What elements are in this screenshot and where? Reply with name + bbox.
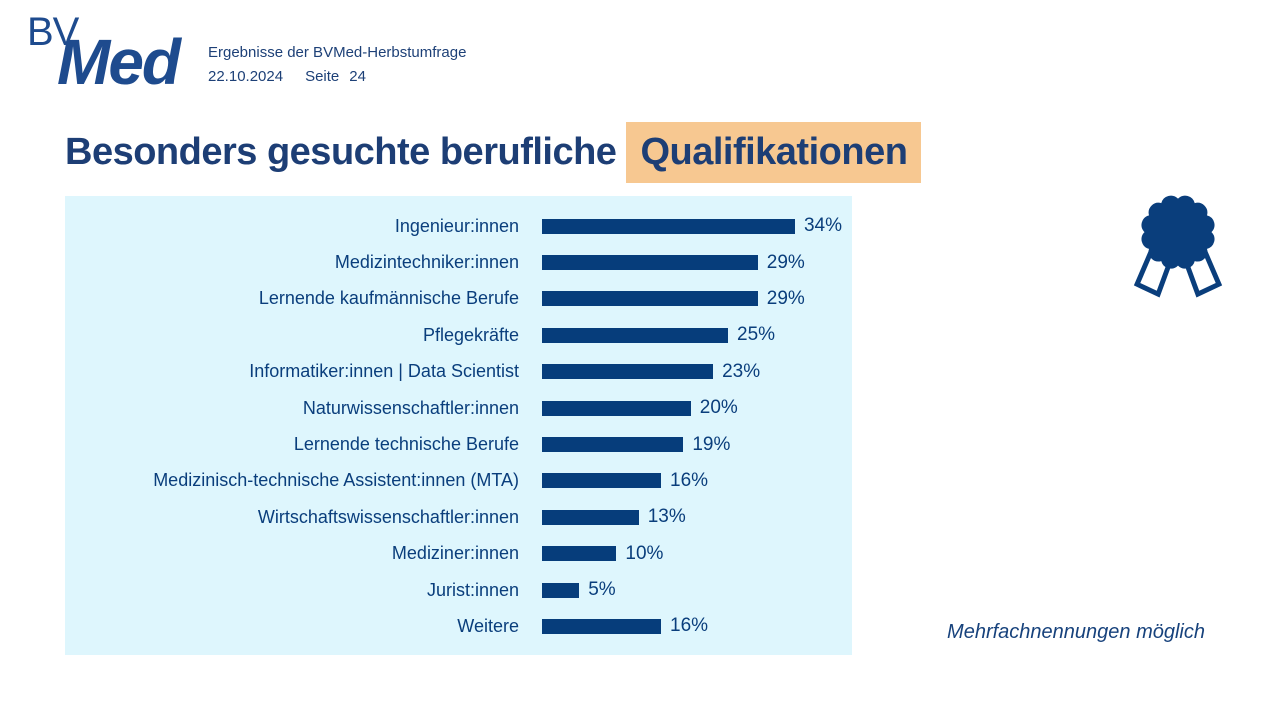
chart-row: Medizinisch-technische Assistent:innen (… (65, 463, 852, 499)
chart-rows: Ingenieur:innen 34% Medizintechniker:innen… (65, 208, 852, 645)
page-label: Seite (305, 68, 340, 85)
category-label: Lernende technische Berufe (293, 434, 519, 455)
category-label: Naturwissenschaftler:innen (302, 397, 519, 418)
bar (542, 364, 714, 380)
bar (542, 291, 758, 307)
chart-row: Wirtschaftswissenschaftler:innen 13% (65, 499, 852, 535)
bar (542, 473, 662, 489)
value-label: 13% (647, 506, 686, 528)
bar-chart: Ingenieur:innen 34% Medizintechniker:innen… (65, 196, 852, 655)
footnote: Mehrfachnennungen möglich (947, 621, 1205, 643)
chart-row: Weitere 16% (65, 608, 852, 644)
chart-row: Mediziner:innen 10% (65, 536, 852, 572)
value-label: 16% (670, 469, 709, 491)
category-label: Weitere (457, 615, 519, 636)
bar (542, 618, 662, 634)
chart-row: Ingenieur:innen 34% (65, 208, 852, 244)
title-highlight: Qualifikationen (626, 122, 922, 183)
chart-row: Medizintechniker:innen 29% (65, 244, 852, 280)
bar (542, 546, 617, 562)
value-label: 19% (692, 433, 731, 455)
logo-bv-text: BV (27, 10, 79, 54)
award-ribbon-icon (1133, 195, 1223, 298)
category-label: Ingenieur:innen (394, 215, 519, 236)
logo-med-text: Med (57, 26, 181, 98)
chart-row: Lernende kaufmännische Berufe 29% (65, 281, 852, 317)
title-prefix: Besonders gesuchte berufliche (65, 131, 617, 173)
page-title: Besonders gesuchte berufliche Qualifikati… (65, 122, 922, 183)
chart-row: Jurist:innen 5% (65, 572, 852, 608)
category-label: Lernende kaufmännische Berufe (258, 288, 519, 309)
value-label: 10% (625, 542, 664, 564)
value-label: 34% (803, 215, 842, 237)
category-label: Jurist:innen (426, 579, 519, 600)
category-label: Medizinisch-technische Assistent:innen (… (153, 470, 519, 491)
bar (542, 400, 691, 416)
header-meta: 22.10.2024 Seite 24 (208, 69, 466, 84)
bar (542, 327, 728, 343)
value-label: 29% (766, 287, 805, 309)
value-label: 5% (588, 579, 616, 601)
header: Ergebnisse der BVMed-Herbstumfrage 22.10… (208, 45, 466, 84)
header-subtitle: Ergebnisse der BVMed-Herbstumfrage (208, 44, 467, 61)
bar (542, 582, 580, 598)
category-label: Informatiker:innen | Data Scientist (249, 361, 519, 382)
header-date: 22.10.2024 (208, 68, 284, 85)
value-label: 23% (722, 360, 761, 382)
value-label: 25% (737, 324, 776, 346)
chart-row: Lernende technische Berufe 19% (65, 426, 852, 462)
bar (542, 255, 758, 271)
category-label: Pflegekräfte (422, 324, 519, 345)
rosette-seal (1141, 195, 1215, 269)
value-label: 29% (766, 251, 805, 273)
category-label: Wirtschaftswissenschaftler:innen (257, 506, 519, 527)
chart-row: Naturwissenschaftler:innen 20% (65, 390, 852, 426)
page-number: 24 (349, 68, 366, 85)
bar (542, 437, 684, 453)
bar (542, 218, 795, 234)
category-label: Mediziner:innen (391, 543, 519, 564)
chart-row: Informatiker:innen | Data Scientist 23% (65, 354, 852, 390)
value-label: 16% (670, 615, 709, 637)
chart-row: Pflegekräfte 25% (65, 317, 852, 353)
bar (542, 509, 639, 525)
category-label: Medizintechniker:innen (334, 252, 519, 273)
value-label: 20% (699, 397, 738, 419)
